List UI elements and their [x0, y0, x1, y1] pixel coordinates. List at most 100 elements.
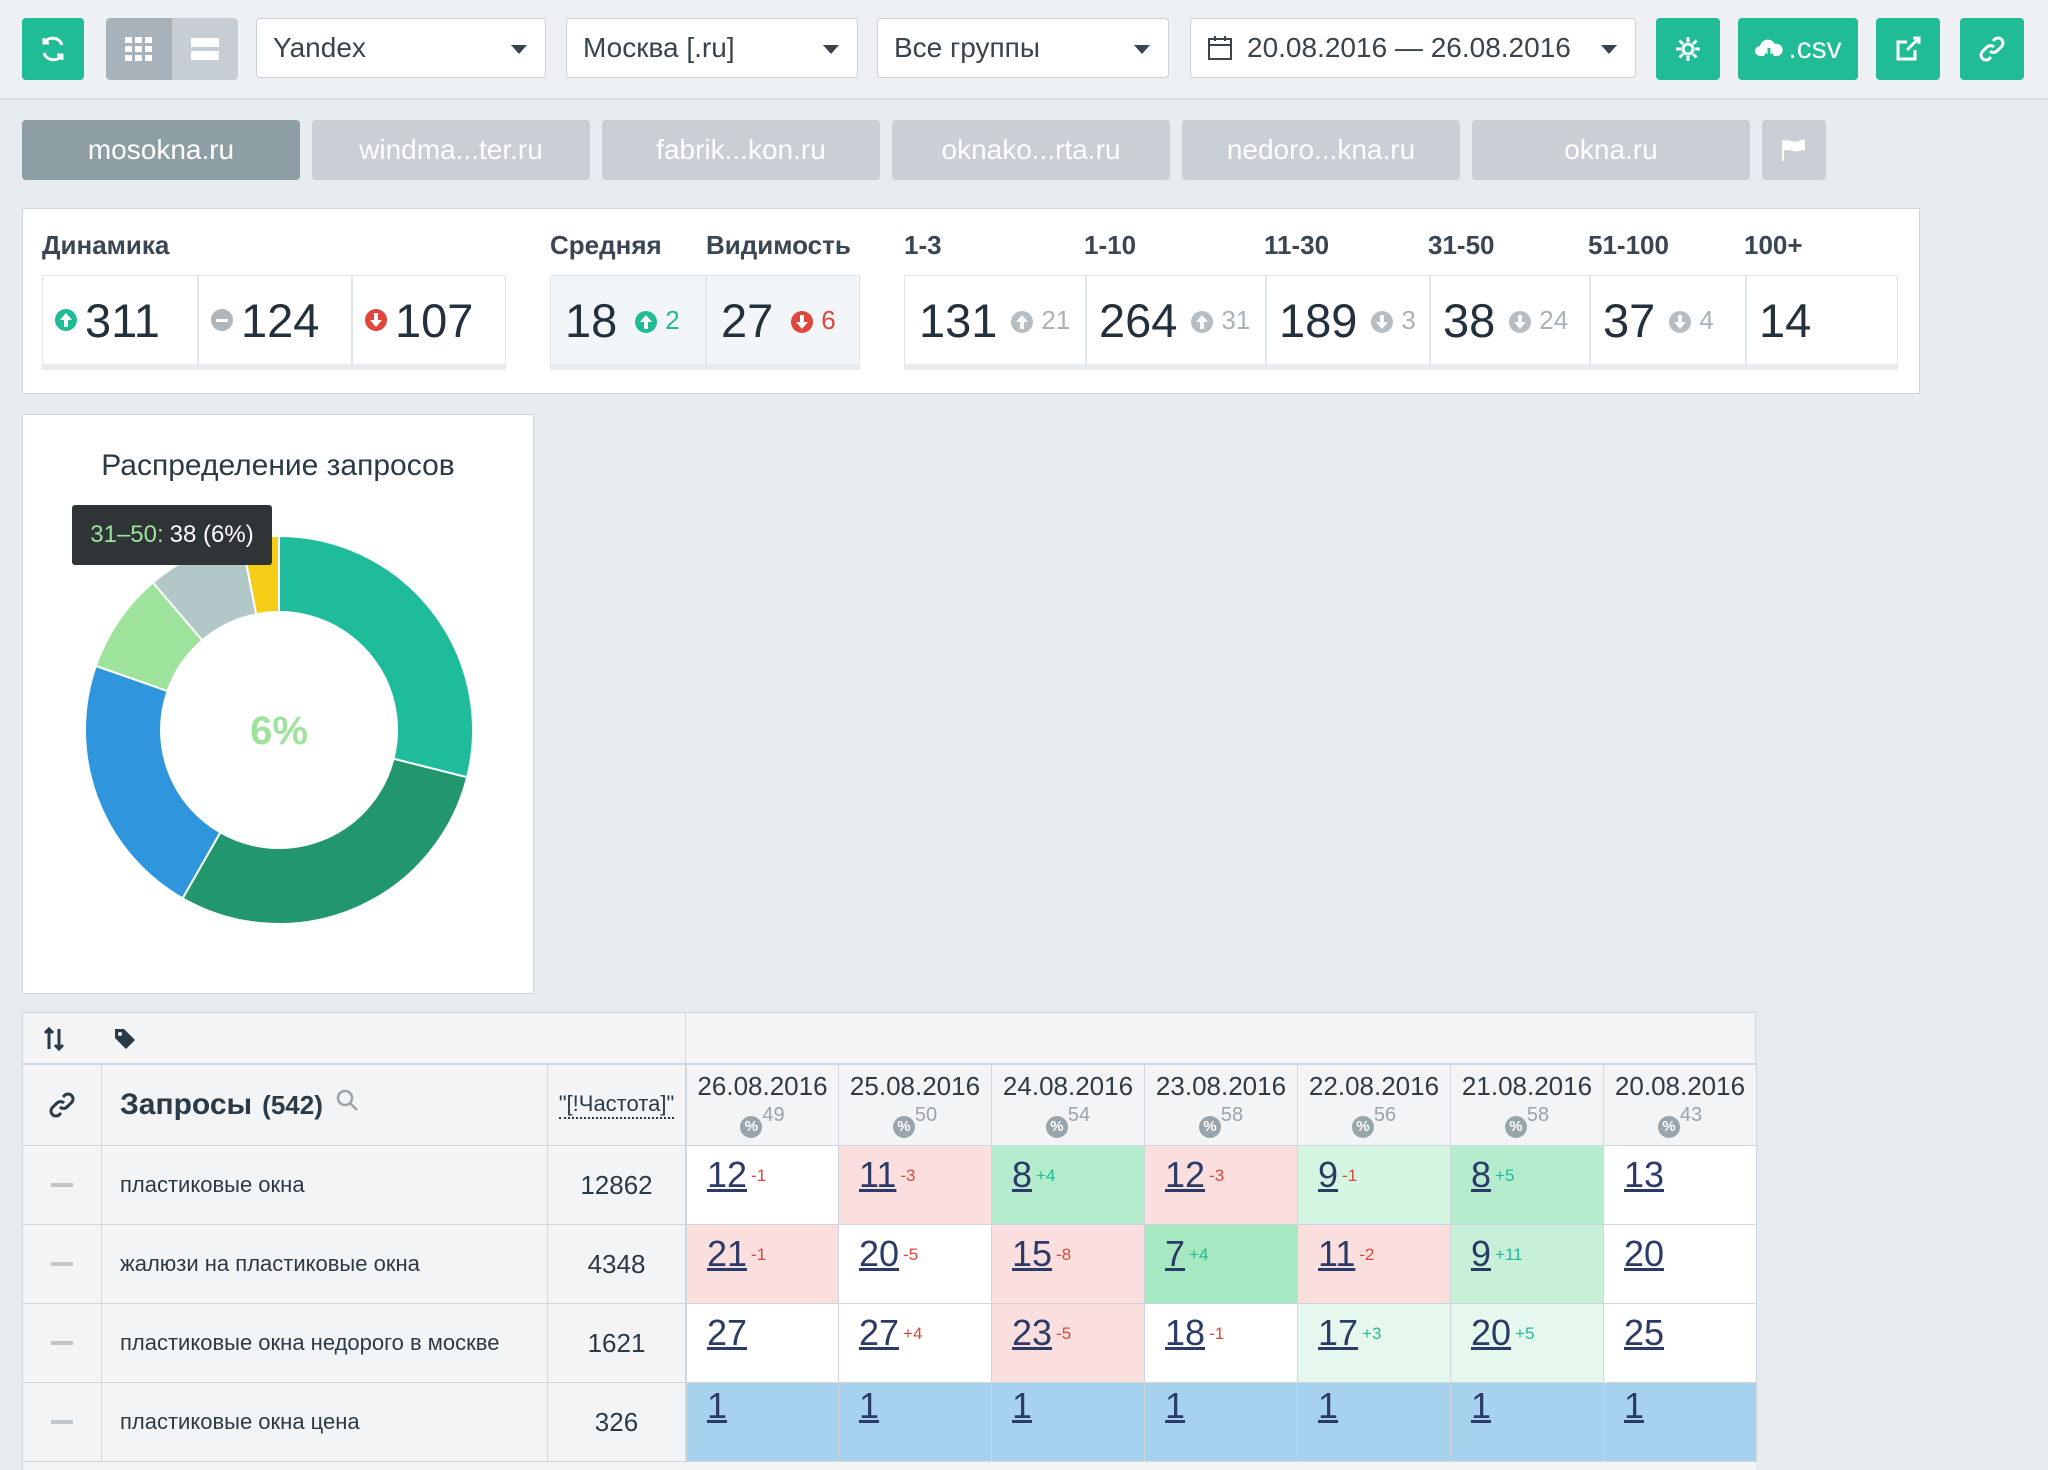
- position-cell[interactable]: 20 +5: [1451, 1304, 1604, 1383]
- position-value[interactable]: 27: [859, 1312, 900, 1353]
- position-cell[interactable]: 27 +4: [839, 1304, 992, 1383]
- position-cell[interactable]: 9 +11: [1451, 1225, 1604, 1304]
- position-cell[interactable]: 8 +5: [1451, 1146, 1604, 1225]
- position-cell[interactable]: 9 -1: [1298, 1146, 1451, 1225]
- date-range-select[interactable]: 20.08.2016 — 26.08.2016: [1190, 18, 1636, 78]
- position-value[interactable]: 1: [1318, 1385, 1339, 1426]
- position-cell[interactable]: 11 -2: [1298, 1225, 1451, 1304]
- position-value[interactable]: 23: [1012, 1312, 1053, 1353]
- position-cell[interactable]: 15 -8: [992, 1225, 1145, 1304]
- position-value[interactable]: 20: [1471, 1312, 1512, 1353]
- query-cell[interactable]: пластиковые окна недорого в москве: [102, 1304, 548, 1383]
- region-select[interactable]: Москва [.ru]: [566, 18, 858, 78]
- donut-slice-1-3[interactable]: [278, 534, 474, 779]
- domain-tab-4[interactable]: oknako...rta.ru: [892, 120, 1170, 180]
- position-value[interactable]: 1: [1624, 1385, 1645, 1426]
- position-cell[interactable]: 25: [1604, 1304, 1757, 1383]
- position-value[interactable]: 1: [859, 1385, 880, 1426]
- position-cell[interactable]: 13: [1604, 1146, 1757, 1225]
- refresh-button[interactable]: [22, 18, 84, 80]
- date-pct: 58: [1220, 1104, 1244, 1126]
- query-cell[interactable]: жалюзи на пластиковые окна: [102, 1225, 548, 1304]
- position-cell[interactable]: 27: [686, 1304, 839, 1383]
- group-select[interactable]: Все группы: [877, 18, 1169, 78]
- position-value[interactable]: 21: [707, 1233, 748, 1274]
- position-cell[interactable]: 1: [1604, 1383, 1757, 1462]
- position-cell[interactable]: 11 -3: [839, 1146, 992, 1225]
- position-value[interactable]: 13: [1624, 1154, 1665, 1195]
- position-cell[interactable]: 1: [992, 1383, 1145, 1462]
- position-value[interactable]: 15: [1012, 1233, 1053, 1274]
- domain-tab-6[interactable]: okna.ru: [1472, 120, 1750, 180]
- position-cell[interactable]: 21 -1: [686, 1225, 839, 1304]
- position-value[interactable]: 7: [1165, 1233, 1186, 1274]
- position-cell[interactable]: 12 -1: [686, 1146, 839, 1225]
- domain-tab-3[interactable]: fabrik...kon.ru: [602, 120, 880, 180]
- position-value[interactable]: 9: [1471, 1233, 1492, 1274]
- export-csv-button[interactable]: .csv: [1738, 18, 1858, 80]
- donut-slice-51-100[interactable]: [84, 664, 222, 900]
- position-value[interactable]: 17: [1318, 1312, 1359, 1353]
- position-value[interactable]: 11: [1318, 1233, 1356, 1274]
- domain-tab-1[interactable]: mosokna.ru: [22, 120, 300, 180]
- copy-link-button[interactable]: [1960, 18, 2024, 80]
- settings-button[interactable]: [1656, 18, 1720, 80]
- link-column-header[interactable]: [22, 1064, 102, 1146]
- search-icon[interactable]: [335, 1088, 359, 1112]
- row-collapse-toggle[interactable]: [22, 1304, 102, 1383]
- list-view-button[interactable]: [172, 18, 238, 80]
- position-value[interactable]: 12: [707, 1154, 748, 1195]
- position-cell[interactable]: 20 -5: [839, 1225, 992, 1304]
- position-value[interactable]: 18: [1165, 1312, 1206, 1353]
- position-cell[interactable]: 7 +4: [1145, 1225, 1298, 1304]
- date-column-header[interactable]: 25.08.2016 %50: [839, 1064, 992, 1146]
- date-column-header[interactable]: 21.08.2016 %58: [1451, 1064, 1604, 1146]
- position-value[interactable]: 8: [1012, 1154, 1033, 1195]
- sort-icon[interactable]: [43, 1027, 65, 1051]
- domain-tab-5[interactable]: nedoro...kna.ru: [1182, 120, 1460, 180]
- share-button[interactable]: [1876, 18, 1940, 80]
- position-value[interactable]: 25: [1624, 1312, 1665, 1353]
- date-column-header[interactable]: 20.08.2016 %43: [1604, 1064, 1757, 1146]
- position-value[interactable]: 12: [1165, 1154, 1206, 1195]
- date-column-header[interactable]: 23.08.2016 %58: [1145, 1064, 1298, 1146]
- position-value[interactable]: 11: [859, 1154, 897, 1195]
- grid-view-button[interactable]: [106, 18, 172, 80]
- date-column-header[interactable]: 22.08.2016 %56: [1298, 1064, 1451, 1146]
- query-cell[interactable]: пластиковые окна: [102, 1146, 548, 1225]
- row-collapse-toggle[interactable]: [22, 1225, 102, 1304]
- position-cell[interactable]: 20: [1604, 1225, 1757, 1304]
- position-cell[interactable]: 1: [1145, 1383, 1298, 1462]
- domain-tab-2[interactable]: windma...ter.ru: [312, 120, 590, 180]
- date-column-header[interactable]: 24.08.2016 %54: [992, 1064, 1145, 1146]
- region-value: Москва [.ru]: [583, 32, 735, 63]
- position-value[interactable]: 9: [1318, 1154, 1339, 1195]
- position-value[interactable]: 1: [707, 1385, 728, 1426]
- position-value[interactable]: 27: [707, 1312, 748, 1353]
- position-value[interactable]: 1: [1471, 1385, 1492, 1426]
- position-cell[interactable]: 1: [1298, 1383, 1451, 1462]
- position-cell[interactable]: 12 -3: [1145, 1146, 1298, 1225]
- frequency-column-header[interactable]: "[!Частота]": [548, 1064, 686, 1146]
- donut-slice-11-30[interactable]: [181, 757, 469, 925]
- position-value[interactable]: 20: [1624, 1233, 1665, 1274]
- compare-domains-button[interactable]: [1762, 120, 1826, 180]
- queries-column-header[interactable]: Запросы (542): [102, 1064, 548, 1146]
- date-column-header[interactable]: 26.08.2016 %49: [686, 1064, 839, 1146]
- position-value[interactable]: 1: [1012, 1385, 1033, 1426]
- position-value[interactable]: 8: [1471, 1154, 1492, 1195]
- query-cell[interactable]: пластиковые окна цена: [102, 1383, 548, 1462]
- position-cell[interactable]: 1: [1451, 1383, 1604, 1462]
- tag-icon[interactable]: [113, 1027, 137, 1051]
- row-collapse-toggle[interactable]: [22, 1146, 102, 1225]
- position-cell[interactable]: 8 +4: [992, 1146, 1145, 1225]
- row-collapse-toggle[interactable]: [22, 1383, 102, 1462]
- position-value[interactable]: 20: [859, 1233, 900, 1274]
- position-cell[interactable]: 1: [686, 1383, 839, 1462]
- position-cell[interactable]: 17 +3: [1298, 1304, 1451, 1383]
- position-value[interactable]: 1: [1165, 1385, 1186, 1426]
- position-cell[interactable]: 18 -1: [1145, 1304, 1298, 1383]
- position-cell[interactable]: 1: [839, 1383, 992, 1462]
- position-cell[interactable]: 23 -5: [992, 1304, 1145, 1383]
- search-engine-select[interactable]: Yandex: [256, 18, 546, 78]
